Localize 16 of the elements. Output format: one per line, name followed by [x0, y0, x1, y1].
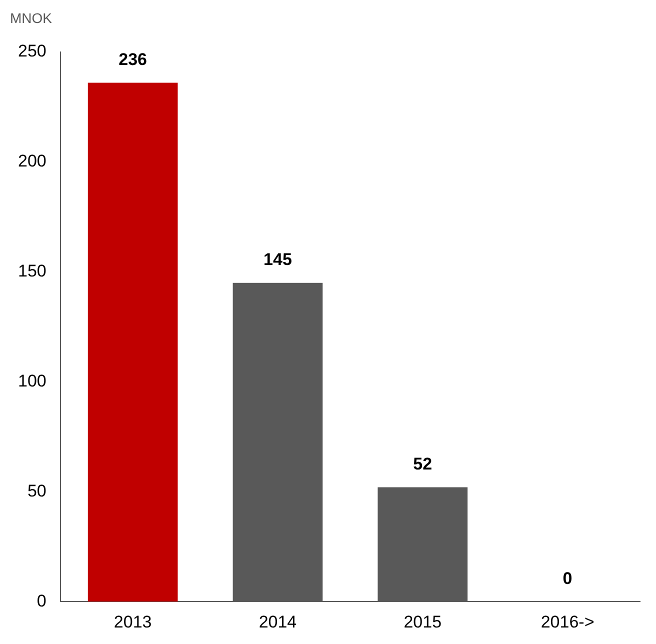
- y-tick-label: 0: [36, 591, 46, 610]
- data-label: 145: [264, 250, 292, 270]
- data-label: 236: [118, 50, 148, 69]
- data-label: 52: [413, 454, 432, 474]
- x-tick-label: 2015: [404, 612, 442, 632]
- bar: [88, 82, 178, 602]
- y-tick-label: 250: [18, 42, 46, 61]
- y-axis-title: MNOK: [10, 10, 53, 26]
- y-tick-label: 150: [18, 262, 46, 281]
- x-tick-label: 2013: [114, 612, 152, 632]
- x-tick-label: 2014: [258, 612, 297, 632]
- y-tick-label: 200: [18, 152, 46, 171]
- y-tick-label: 50: [27, 481, 46, 500]
- data-label: 0: [562, 568, 572, 588]
- y-tick-label: 100: [18, 371, 46, 390]
- x-tick-label: 2016->: [540, 612, 594, 632]
